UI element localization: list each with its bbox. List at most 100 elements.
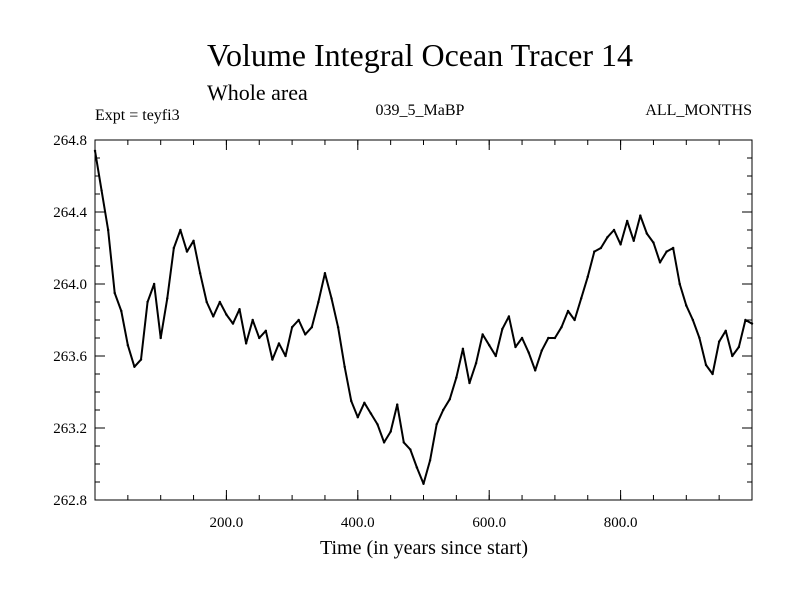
data-point (547, 336, 550, 340)
data-point (100, 189, 103, 192)
x-tick-label: 200.0 (210, 515, 244, 531)
data-point (343, 365, 346, 368)
data-point (382, 441, 386, 444)
data-point (442, 408, 445, 412)
data-point (389, 430, 392, 433)
y-tick-label: 264.4 (53, 205, 87, 221)
data-point (593, 250, 596, 253)
data-point (422, 482, 425, 485)
data-point (711, 372, 714, 376)
data-point (231, 322, 235, 325)
data-point (691, 318, 695, 322)
data-point (415, 466, 419, 469)
data-point (218, 300, 222, 304)
data-point (409, 448, 412, 451)
data-point (514, 345, 517, 349)
data-point (330, 297, 333, 300)
data-point (527, 351, 530, 354)
data-point (579, 297, 583, 300)
data-point (198, 272, 202, 275)
data-point (284, 354, 287, 358)
y-tick-label: 263.2 (53, 421, 87, 437)
data-point (271, 358, 274, 361)
data-point (146, 300, 149, 304)
data-point (402, 441, 405, 444)
data-point (540, 349, 543, 352)
data-point (698, 336, 701, 340)
data-point (533, 369, 537, 372)
months-label: ALL_MONTHS (645, 102, 752, 119)
data-point (93, 149, 97, 152)
data-point (356, 416, 359, 419)
data-point (494, 354, 497, 358)
data-point (166, 297, 169, 300)
data-point (106, 228, 110, 232)
data-point (172, 246, 176, 250)
data-point (113, 291, 116, 295)
data-point (750, 322, 754, 325)
data-point (448, 398, 451, 401)
data-point (317, 300, 320, 304)
data-point (645, 232, 649, 235)
y-tick-label: 263.6 (53, 349, 87, 365)
data-point (704, 363, 708, 367)
data-point (573, 318, 576, 322)
data-point (369, 412, 373, 415)
data-point (599, 246, 603, 250)
chart-subtitle: Whole area (207, 80, 308, 105)
data-point (126, 344, 130, 347)
x-axis-label: Time (in years since start) (320, 537, 528, 559)
y-tick-label: 262.8 (53, 493, 87, 509)
data-point (376, 423, 379, 426)
data-point (428, 459, 432, 462)
data-point (225, 313, 228, 316)
data-point (744, 318, 747, 322)
data-point (290, 326, 294, 329)
data-point (553, 336, 557, 340)
data-point (336, 326, 340, 329)
data-point (586, 275, 589, 278)
data-point (179, 228, 182, 232)
data-point (350, 399, 353, 403)
data-point (185, 250, 189, 253)
data-point (658, 261, 662, 264)
data-point (737, 345, 741, 349)
data-point (251, 318, 254, 322)
tick-marks (95, 139, 752, 501)
data-point (277, 342, 281, 345)
data-point (520, 336, 524, 340)
data-point (665, 250, 668, 253)
data-point (625, 219, 629, 223)
data-point (212, 315, 215, 318)
data-point (685, 304, 688, 307)
series-line (94, 150, 753, 485)
plot-frame (94, 139, 753, 501)
data-point (363, 401, 366, 404)
data-point (507, 315, 511, 318)
data-point (566, 309, 570, 313)
run-id-label: 039_5_MaBP (376, 102, 465, 119)
y-tick-label: 264.8 (53, 133, 87, 149)
data-point (152, 282, 156, 286)
x-tick-label: 400.0 (341, 515, 375, 531)
data-point (120, 309, 123, 313)
y-tick-labels: 262.8 263.2 263.6 264.0 264.4 264.8 (53, 133, 87, 509)
data-point (717, 340, 721, 343)
data-point (139, 358, 143, 361)
x-tick-label: 600.0 (472, 515, 506, 531)
data-point (619, 243, 622, 246)
y-tick-label: 264.0 (53, 277, 87, 293)
data-point (455, 376, 458, 379)
experiment-label: Expt = teyfi3 (95, 107, 180, 124)
data-point (297, 318, 300, 322)
data-point (474, 362, 478, 365)
data-point (264, 329, 268, 332)
data-point (639, 214, 642, 217)
data-point (652, 241, 655, 244)
data-point (560, 326, 563, 329)
data-point (468, 381, 471, 385)
x-tick-label: 800.0 (604, 515, 638, 531)
data-point (724, 329, 727, 332)
chart-title: Volume Integral Ocean Tracer 14 (207, 37, 633, 73)
data-point (304, 333, 307, 336)
